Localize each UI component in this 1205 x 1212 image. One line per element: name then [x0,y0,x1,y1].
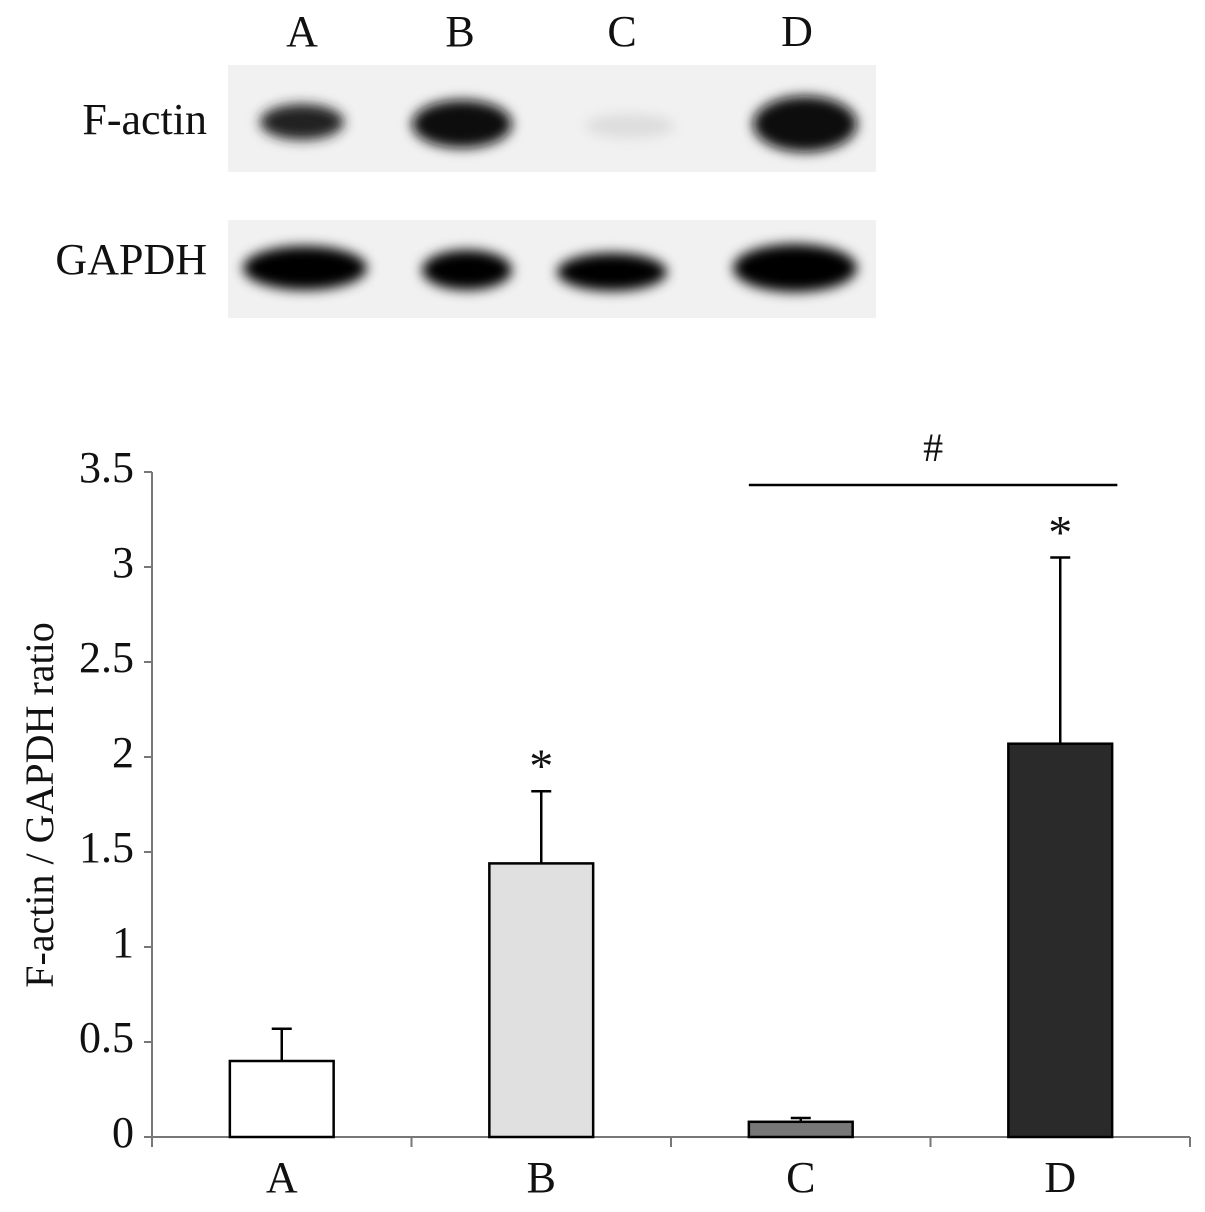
significance-label: * [529,740,553,793]
bar [488,862,595,1139]
blot: A B C D F-actin GAPDH [55,7,876,318]
plot: 0 0.5 1 1.5 2 2.5 3 3.5 A B C D * * # [79,425,1191,1202]
x-tick-label: C [786,1153,815,1202]
band [422,250,512,290]
lane-label: A [286,7,318,56]
y-tick-label: 0 [112,1108,134,1157]
row-label: F-actin [82,95,207,144]
lane-label: C [607,7,636,56]
y-axis-label: F-actin / GAPDH ratio [17,622,62,988]
x-tick-label: A [266,1153,298,1202]
band [585,114,675,138]
x-tick-label: B [527,1153,556,1202]
significance-label: * [1048,507,1072,560]
y-tick-label: 0.5 [79,1013,134,1062]
band [260,104,344,140]
band [557,253,667,291]
bands [243,96,857,292]
x-tick-label: D [1044,1153,1076,1202]
band [753,96,857,152]
lane-label: B [445,7,474,56]
band [412,100,512,148]
y-tick-label: 2 [112,728,134,777]
significance-label: # [923,425,943,470]
bar [1007,742,1114,1139]
y-tick-label: 3 [112,538,134,587]
y-tick-label: 1.5 [79,823,134,872]
y-tick-label: 3.5 [79,443,134,492]
bar [228,1059,335,1139]
y-tick-label: 2.5 [79,633,134,682]
bar [747,1120,854,1139]
row-label: GAPDH [55,235,207,284]
lane-label: D [781,7,813,56]
band [733,244,857,292]
band [243,246,367,290]
y-tick-label: 1 [112,918,134,967]
